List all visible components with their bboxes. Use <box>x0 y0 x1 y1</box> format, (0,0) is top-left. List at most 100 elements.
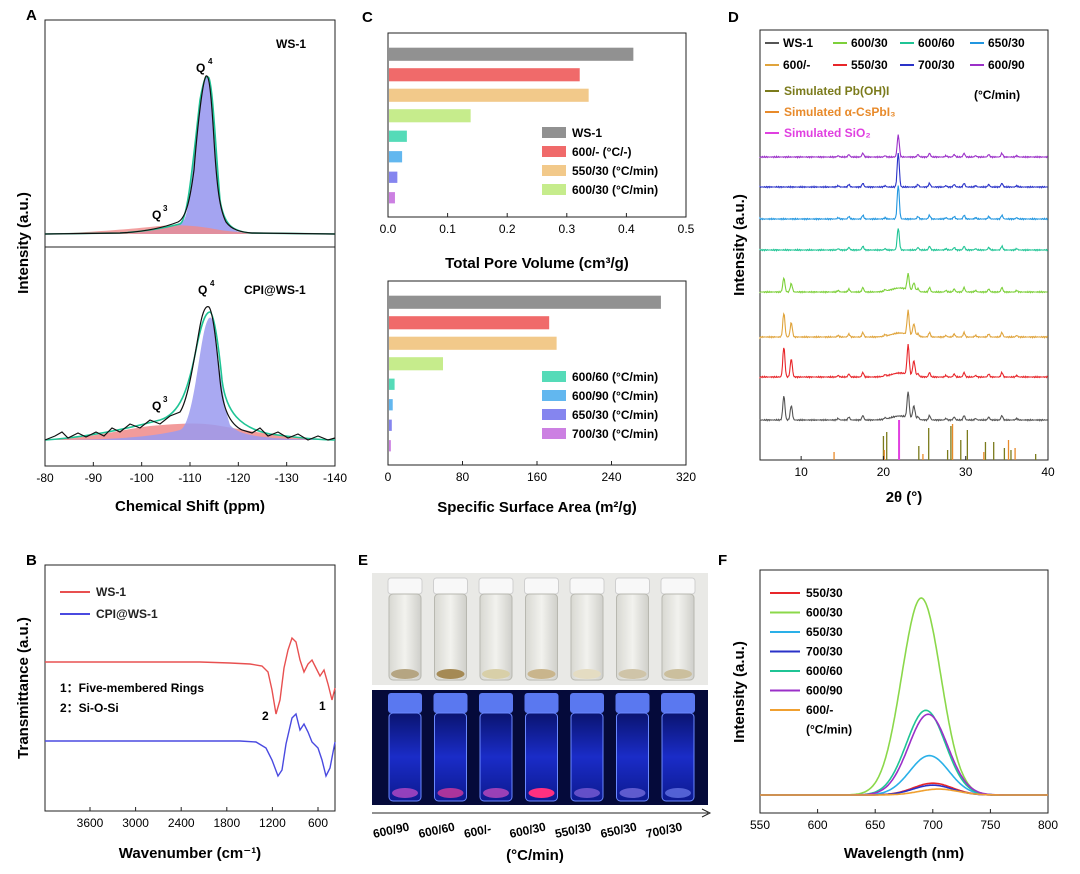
panel-c-top-legend-swatch <box>542 184 566 195</box>
panel-d-legend-item: WS-1 <box>783 36 813 50</box>
panel-c-top-x-tick: 0.0 <box>380 222 397 236</box>
panel-f-legend: 550/30 600/30 650/30 700/30 600/60 600/90 600/… <box>770 586 852 737</box>
panel-d-trace-70030 <box>759 153 1048 189</box>
panel-f-curves <box>760 597 1048 796</box>
panel-b-x-tick: 600 <box>308 816 328 830</box>
panel-c-bottom-bar-600 <box>389 316 550 330</box>
panel-f-x-tick: 750 <box>980 818 1000 832</box>
panel-c-top-legend-item: 600/30 (°C/min) <box>572 183 658 197</box>
panel-c-bottom-bar-60090 <box>389 399 393 411</box>
vial-cap-uv <box>433 693 468 713</box>
vial-daylight <box>616 593 649 681</box>
panel-f-curve-600 <box>760 788 1048 796</box>
panel-f-frame <box>759 569 1049 814</box>
panel-f-x-tick: 800 <box>1038 818 1058 832</box>
panel-letter-a: A <box>26 7 37 24</box>
panel-d-x-tick: 10 <box>794 465 808 479</box>
panel-f-unit-note: (°C/min) <box>806 723 852 737</box>
vial-daylight <box>661 593 695 681</box>
panel-a-top-q3-fill <box>45 225 335 234</box>
panel-a-top-q4-sup: 4 <box>208 57 213 66</box>
panel-c-top-bar-60060 <box>389 130 407 142</box>
panel-b-legend-ws1: WS-1 <box>96 585 126 599</box>
panel-e-x-label: (°C/min) <box>506 847 564 864</box>
panel-b-cpi-curve <box>45 712 336 779</box>
panel-a-top-sample-label: WS-1 <box>276 37 306 51</box>
panel-e-category: 600/90 <box>372 820 411 841</box>
panel-c-top-bar-65030 <box>389 171 398 183</box>
panel-f: 550/30 600/30 650/30 700/30 600/60 600/90 600/… <box>731 569 1058 862</box>
panel-d-legend: WS-1 600/30 600/60 650/30 600/- 550/30 700/30 6… <box>765 36 1025 140</box>
panel-b-y-label: Transmittance (a.u.) <box>15 617 32 759</box>
panel-b-ws1-curve <box>45 636 336 715</box>
panel-a-x-tick: -100 <box>130 471 154 485</box>
panel-c-bottom-legend-swatch <box>542 371 566 382</box>
panel-d-legend-item: 650/30 <box>988 36 1025 50</box>
panel-c-top-x-tick: 0.5 <box>678 222 695 236</box>
vial-cap-uv <box>524 693 559 713</box>
panel-a: WS-1 Q 4 Q 3 CPI@WS-1 Q 4 Q 3 -80 -90 -100… <box>15 19 347 515</box>
panel-b-x-ticks: 3600 3000 2400 1800 1200 600 <box>77 807 328 830</box>
panel-c-bottom-x-tick: 160 <box>527 470 547 484</box>
vial-powder <box>436 669 465 679</box>
panel-c-top-legend-item: 550/30 (°C/min) <box>572 164 658 178</box>
panel-b-legend: WS-1 CPI@WS-1 <box>60 585 158 621</box>
panel-c-top-bar-55030 <box>389 88 589 102</box>
vial-cap-uv <box>479 693 513 713</box>
panel-a-bottom-q4-sup: 4 <box>210 279 215 288</box>
panel-f-legend-item: 600/30 <box>806 606 843 620</box>
panel-f-y-label: Intensity (a.u.) <box>731 641 748 743</box>
panel-c-bottom-legend-item: 650/30 (°C/min) <box>572 408 658 422</box>
panel-f-x-ticks: 550 600 650 700 750 800 <box>750 809 1058 832</box>
panel-a-top-spectrum <box>44 75 336 235</box>
panel-c-bottom-legend: 600/60 (°C/min) 600/90 (°C/min) 650/30 (°C… <box>542 370 658 441</box>
panel-b-x-tick: 1800 <box>213 816 240 830</box>
panel-d-x-tick: 20 <box>877 465 891 479</box>
panel-f-x-tick: 700 <box>923 818 943 832</box>
vial-emission <box>665 788 691 798</box>
panel-d-legend-item: 600/90 <box>988 58 1025 72</box>
vial-emission <box>483 788 509 798</box>
panel-e-category: 550/30 <box>554 820 593 841</box>
panel-c-bottom-x-tick: 320 <box>676 470 696 484</box>
vial-emission <box>392 788 418 798</box>
panel-c-top-x-tick: 0.1 <box>439 222 456 236</box>
panel-c: 0.0 0.1 0.2 0.3 0.4 0.5 WS-1 600/- (°C/-) 550/3… <box>380 32 696 516</box>
vial-daylight <box>388 593 422 681</box>
panel-d-sim-label: Simulated Pb(OH)I <box>784 84 889 98</box>
panel-d-sim-label: Simulated SiO₂ <box>784 126 871 140</box>
panel-c-bottom-x-tick: 80 <box>456 470 470 484</box>
panel-c-top-bar-60030 <box>389 109 471 123</box>
panel-a-bottom-q4-label: Q <box>198 283 207 297</box>
panel-c-top-legend: WS-1 600/- (°C/-) 550/30 (°C/min) 600/30 (°… <box>542 126 658 197</box>
panel-d-trace-60090 <box>759 134 1049 159</box>
vial-daylight <box>479 593 513 681</box>
panel-c-bottom-bar-60030 <box>389 357 444 371</box>
vial-cap <box>524 577 559 595</box>
panel-c-top-ticks: 0.0 0.1 0.2 0.3 0.4 0.5 <box>380 213 695 236</box>
panel-b-annotation-1: 1：Five-membered Rings <box>60 681 204 695</box>
panel-c-bottom-x-label: Specific Surface Area (m²/g) <box>437 499 637 516</box>
panel-d-simulated-sticks <box>833 420 1037 460</box>
panel-c-top-x-tick: 0.2 <box>499 222 516 236</box>
vial-uv <box>661 712 695 802</box>
panel-c-top-bar-60090 <box>389 151 403 163</box>
vial-cap-uv <box>661 693 695 713</box>
panel-f-legend-item: 550/30 <box>806 586 843 600</box>
panel-a-bottom-sample-label: CPI@WS-1 <box>244 283 306 297</box>
panel-d-trace-55030 <box>759 309 1049 340</box>
panel-b-x-tick: 3000 <box>122 816 149 830</box>
vial-emission <box>528 788 555 798</box>
panel-d-trace-WS1 <box>759 391 1048 422</box>
vial-powder <box>618 669 647 679</box>
vial-cap-uv <box>615 693 650 713</box>
panel-c-bottom-legend-item: 600/90 (°C/min) <box>572 389 658 403</box>
panel-e-daylight-vials <box>387 577 696 681</box>
panel-a-x-tick: -140 <box>323 471 347 485</box>
panel-d-legend-item: 700/30 <box>918 58 955 72</box>
panel-a-top-q3-label: Q <box>152 208 161 222</box>
panel-a-top-q3-sup: 3 <box>163 204 168 213</box>
panel-letter-d: D <box>728 9 739 26</box>
panel-e-uv-vials <box>388 693 695 802</box>
panel-c-bottom-legend-swatch <box>542 409 566 420</box>
